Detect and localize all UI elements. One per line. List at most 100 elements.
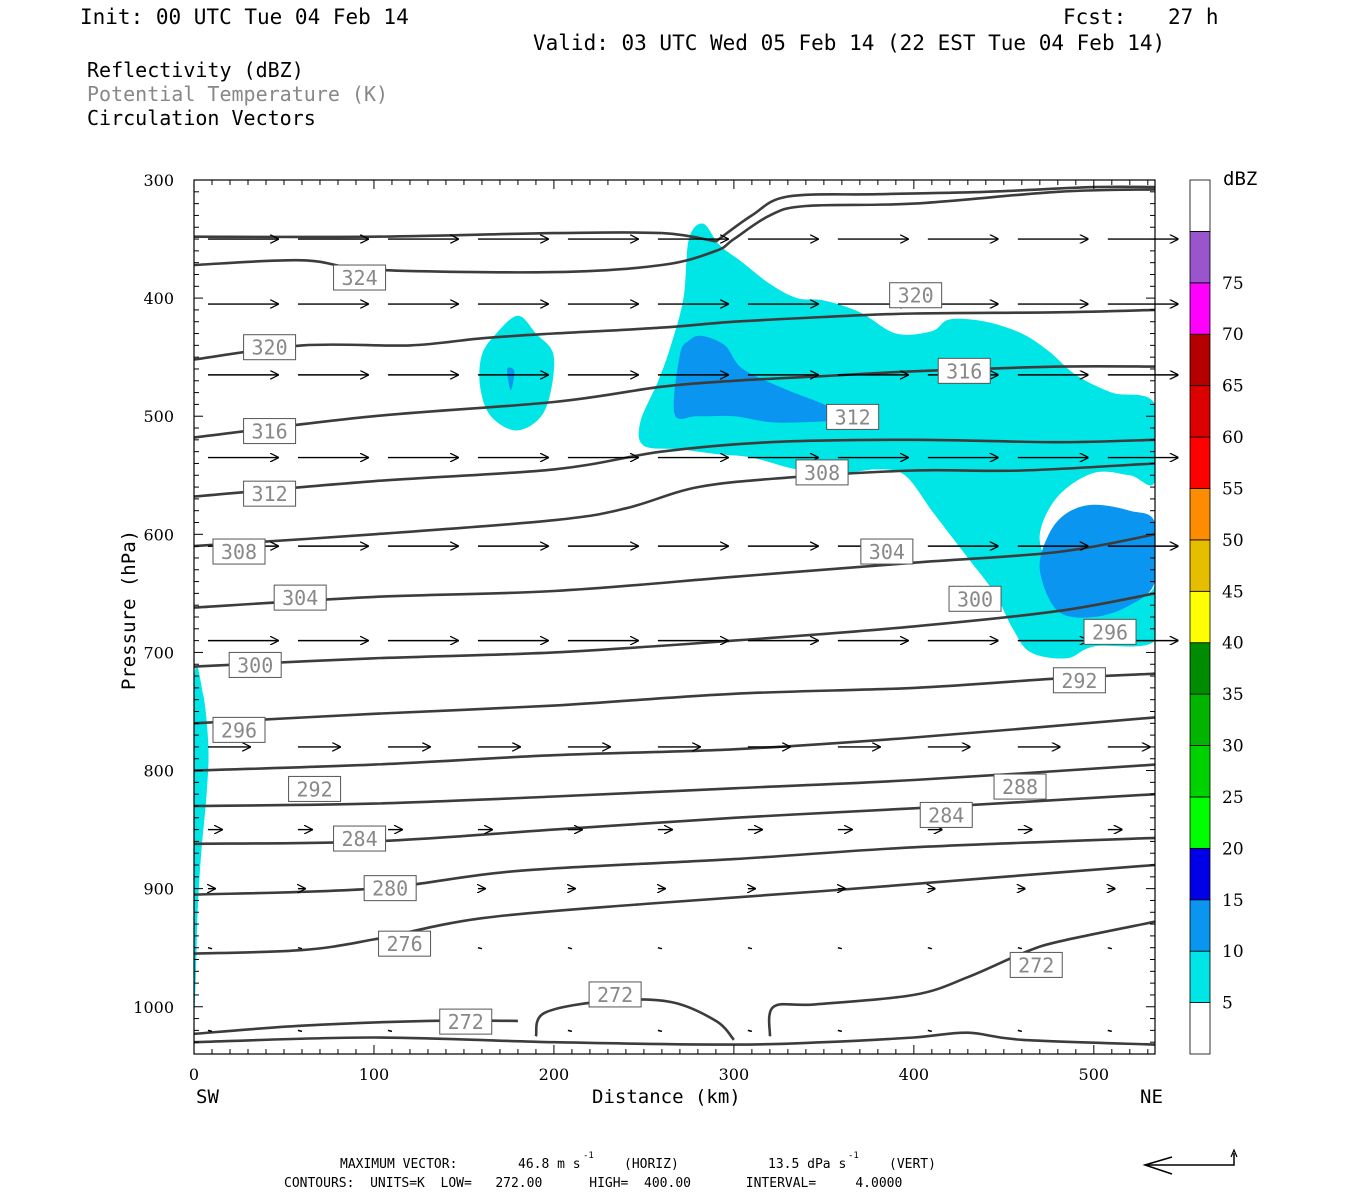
colorbar-level-label: 30: [1222, 737, 1244, 757]
theta-contour-324: [194, 231, 717, 243]
x-tick-label: 300: [719, 1065, 750, 1084]
theta-label: 316: [946, 359, 982, 383]
colorbar-level-label: 10: [1222, 942, 1244, 962]
circulation-vector: [387, 1029, 393, 1033]
y-tick-label: 300: [143, 171, 174, 190]
colorbar-level-label: 20: [1222, 839, 1244, 859]
theta-label: 308: [221, 540, 257, 564]
x-axis-title: Distance (km): [592, 1086, 741, 1108]
y-tick-label: 900: [143, 880, 174, 899]
circulation-vector: [207, 946, 213, 950]
theta-label-box: [288, 775, 342, 802]
reference-vector-arrow: [1142, 1148, 1238, 1175]
reflectivity-5dbz-area: [479, 315, 555, 431]
colorbar-swatch: [1189, 847, 1211, 901]
forecast-hour: 27 h: [1168, 5, 1219, 29]
colorbar-level-label: 65: [1222, 377, 1244, 397]
x-end-label-ne: NE: [1140, 1086, 1163, 1108]
reflectivity-10dbz-area: [1039, 504, 1155, 618]
plot-axes: 0 100 200 300 400 500 300 400 500 600 700 800 900 100…: [133, 171, 1156, 1084]
theta-label: 312: [835, 405, 871, 429]
vert-unit-exponent: -1: [848, 1151, 859, 1161]
circulation-vector: [567, 946, 573, 950]
colorbar-level-label: 5: [1222, 994, 1233, 1014]
init-time: Init: 00 UTC Tue 04 Feb 14: [80, 5, 409, 29]
theta-label: 296: [221, 718, 257, 742]
theta-label-box: [860, 538, 914, 565]
theta-contour-288: [194, 716, 1155, 772]
theta-label-box: [243, 480, 297, 507]
circulation-vector: [567, 1029, 573, 1033]
colorbar-swatch: [1189, 488, 1211, 541]
theta-label: 312: [252, 482, 288, 506]
circulation-vector: [297, 1029, 303, 1033]
colorbar-swatch: [1189, 282, 1211, 335]
colorbar-level-label: 15: [1222, 891, 1244, 911]
circulation-vector: [1017, 1029, 1023, 1033]
field-reflectivity: Reflectivity (dBZ): [87, 58, 304, 82]
theta-label-box: [273, 584, 327, 611]
theta-contour-324: [715, 185, 1155, 243]
theta-label: 300: [237, 653, 273, 677]
forecast-label: Fcst:: [1063, 5, 1127, 29]
theta-label-box: [212, 716, 266, 743]
y-axis-title: Pressure (hPa): [118, 529, 140, 691]
circulation-vector: [1107, 946, 1112, 950]
max-vector-vert-tag: (VERT): [889, 1157, 936, 1172]
circulation-vector: [837, 946, 843, 950]
colorbar-swatch: [1189, 231, 1211, 284]
x-tick-label: 500: [1079, 1065, 1110, 1084]
theta-label-box: [333, 825, 387, 852]
theta-label-box: [1009, 951, 1063, 978]
y-tick-label: 800: [143, 762, 174, 781]
circulation-vector: [747, 946, 753, 950]
colorbar-level-label: 35: [1222, 685, 1244, 705]
theta-contour-320: [194, 188, 1155, 274]
circulation-vector: [1017, 946, 1023, 950]
circulation-vector: [207, 1029, 213, 1033]
colorbar-level-label: 50: [1222, 531, 1244, 551]
theta-label-box: [333, 264, 387, 291]
circulation-vector: [927, 1029, 933, 1033]
colorbar-swatch: [1189, 642, 1211, 695]
theta-label: 272: [597, 983, 633, 1007]
theta-label: 284: [342, 827, 378, 851]
x-tick-label: 100: [359, 1065, 390, 1084]
theta-contour-labels: 324 320 320 316 316 312 312 308 308 304 304 300 300 2…: [212, 264, 1137, 1035]
theta-label: 292: [1061, 669, 1097, 693]
colorbar-level-label: 75: [1222, 274, 1244, 294]
reference-vector-shaft: [1145, 1153, 1235, 1166]
theta-label: 300: [957, 587, 993, 611]
theta-label: 284: [928, 803, 964, 827]
theta-label-box: [439, 1008, 493, 1035]
y-tick-label: 500: [143, 407, 174, 426]
theta-label: 280: [372, 877, 408, 901]
theta-contour-272: [767, 920, 1155, 1037]
theta-label-box: [243, 334, 297, 361]
contour-info: CONTOURS: UNITS=K LOW= 272.00 HIGH= 400.…: [284, 1176, 903, 1191]
colorbar-swatch: [1189, 436, 1211, 489]
colorbar-swatch: [1189, 179, 1211, 232]
theta-label: 320: [252, 336, 288, 360]
theta-contour-296: [194, 592, 1155, 668]
x-tick-label: 400: [899, 1065, 930, 1084]
circulation-vector: [477, 946, 483, 950]
theta-contour-304: [194, 462, 1155, 548]
colorbar-swatch: [1189, 899, 1211, 952]
field-theta: Potential Temperature (K): [87, 82, 389, 106]
circulation-vector: [747, 1029, 753, 1033]
colorbar-swatch: [1189, 333, 1211, 387]
theta-label-box: [243, 418, 297, 445]
theta-contour-280: [194, 836, 1155, 896]
circulation-vector: [657, 946, 663, 950]
theta-label-box: [826, 403, 880, 430]
theta-label-box: [588, 981, 642, 1008]
theta-label: 304: [282, 586, 318, 610]
colorbar-swatch: [1189, 745, 1211, 798]
field-vectors: Circulation Vectors: [87, 106, 316, 130]
circulation-vector: [1107, 1029, 1112, 1033]
y-tick-label: 1000: [133, 998, 174, 1017]
reference-vector-vertical-head: [1230, 1148, 1238, 1158]
reference-vector-head: [1142, 1156, 1173, 1175]
